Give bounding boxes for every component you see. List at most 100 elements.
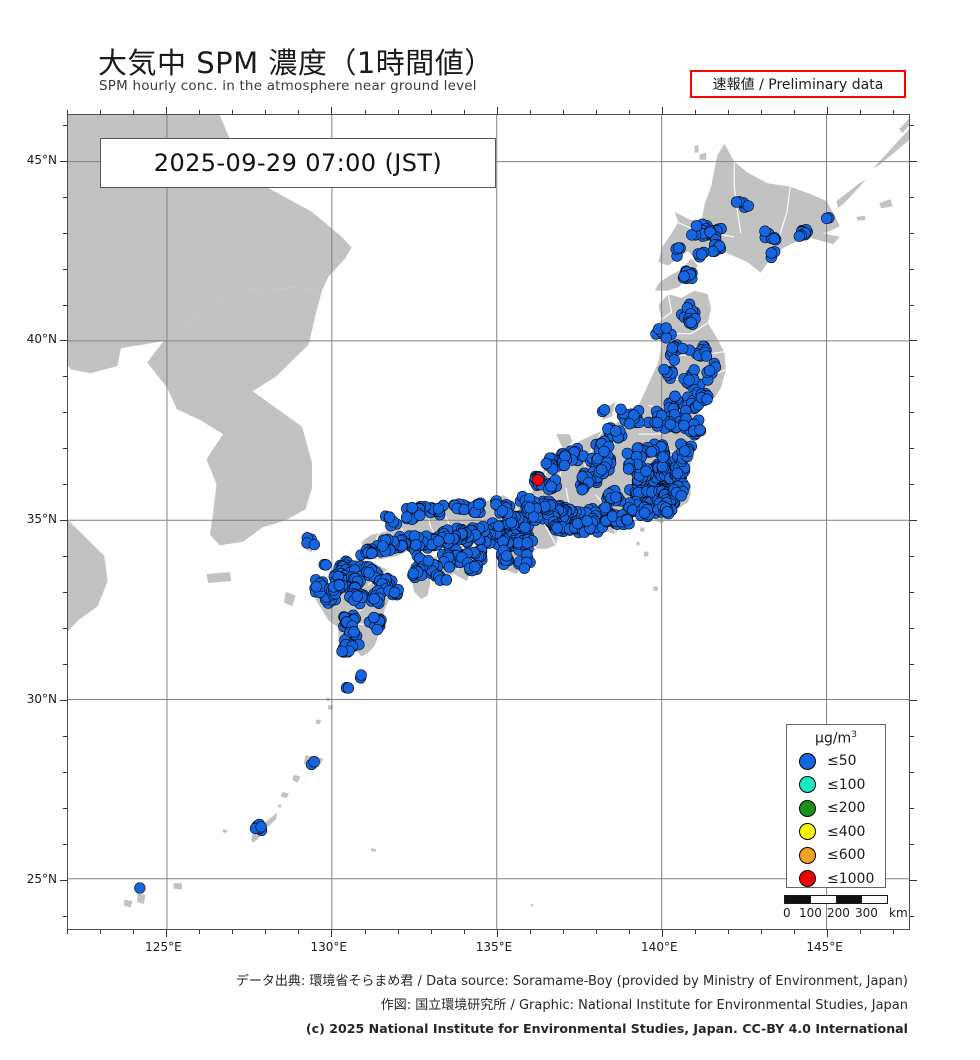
- y-tick-27: [63, 807, 67, 809]
- y-tick-right-25: [910, 879, 917, 881]
- x-tick-top-133: [430, 110, 432, 114]
- land-okinotori: [530, 903, 534, 907]
- station-marker: [688, 364, 700, 376]
- y-tick-28: [63, 771, 67, 773]
- x-tick-124: [133, 930, 135, 934]
- x-axis-label-135: 135°E: [475, 940, 513, 954]
- map-plot-area[interactable]: [67, 114, 910, 930]
- y-tick-right-41: [910, 304, 914, 306]
- legend-row-2: ≤200: [787, 797, 885, 821]
- legend-label: ≤1000: [827, 870, 875, 887]
- x-tick-142: [728, 930, 730, 934]
- y-tick-32: [63, 628, 67, 630]
- station-marker: [671, 467, 684, 479]
- y-tick-38: [63, 412, 67, 414]
- y-axis-label-45: 45°N: [26, 152, 57, 167]
- station-marker: [694, 424, 706, 436]
- station-marker: [576, 484, 588, 496]
- y-tick-29: [63, 735, 67, 737]
- x-tick-top-143: [761, 110, 763, 114]
- x-axis-label-140: 140°E: [641, 940, 678, 954]
- station-marker: [621, 514, 634, 526]
- x-tick-top-131: [364, 110, 366, 114]
- station-marker: [545, 480, 557, 493]
- y-tick-25: [60, 879, 67, 881]
- station-marker: [821, 212, 833, 225]
- land-niijima: [636, 541, 640, 546]
- station-marker: [765, 247, 777, 259]
- y-tick-right-43: [910, 232, 914, 234]
- station-marker: [342, 682, 354, 694]
- legend-label: ≤400: [827, 823, 866, 840]
- legend-panel: μg/m3 ≤50 ≤100 ≤200 ≤400 ≤600 ≤1000: [786, 724, 886, 888]
- legend-swatch-icon: [799, 823, 816, 841]
- x-tick-146: [860, 930, 862, 934]
- station-marker: [571, 517, 584, 530]
- land-kunashiri: [836, 179, 867, 209]
- station-marker: [558, 459, 570, 472]
- y-tick-right-42: [910, 268, 914, 270]
- legend-swatch-icon: [799, 799, 816, 817]
- y-tick-right-26: [910, 843, 914, 845]
- station-marker: [501, 550, 513, 562]
- landmass-layer: [68, 115, 909, 908]
- legend-label: ≤600: [827, 847, 866, 864]
- station-marker: [581, 515, 593, 527]
- x-tick-132: [397, 930, 399, 934]
- x-tick-top-136: [529, 110, 531, 114]
- station-marker: [704, 226, 716, 238]
- legend-unit-base: μg/m: [815, 730, 852, 747]
- y-axis-label-40: 40°N: [26, 332, 57, 347]
- station-marker: [443, 533, 455, 545]
- station-marker: [469, 560, 481, 573]
- x-tick-top-139: [629, 110, 630, 114]
- legend-rows: ≤50 ≤100 ≤200 ≤400 ≤600 ≤1000: [787, 750, 885, 891]
- station-marker: [348, 626, 360, 638]
- legend-label: ≤200: [827, 800, 866, 817]
- station-marker: [493, 520, 505, 532]
- station-marker: [676, 342, 689, 355]
- legend-unit-exponent: 3: [851, 730, 857, 740]
- x-tick-top-137: [562, 110, 564, 114]
- station-marker: [696, 248, 708, 260]
- station-marker: [308, 756, 320, 768]
- station-marker: [407, 567, 420, 580]
- station-marker: [496, 505, 509, 517]
- x-tick-top-132: [397, 110, 399, 114]
- land-habomai: [856, 215, 867, 221]
- x-tick-147: [893, 930, 895, 934]
- x-tick-138: [595, 930, 597, 934]
- land-jeju: [206, 572, 232, 583]
- x-axis-label-145: 145°E: [806, 940, 843, 954]
- station-marker: [759, 225, 771, 237]
- y-tick-44: [63, 196, 67, 198]
- footer-copyright: (c) 2025 National Institute for Environm…: [305, 1021, 908, 1036]
- station-marker: [666, 342, 678, 354]
- station-marker: [255, 821, 267, 833]
- station-marker: [521, 537, 533, 549]
- y-tick-36: [63, 484, 67, 486]
- y-tick-right-31: [910, 663, 914, 665]
- station-marker: [664, 418, 676, 431]
- legend-row-3: ≤400: [787, 820, 885, 844]
- station-marker: [540, 457, 552, 470]
- y-tick-right-30: [910, 699, 917, 701]
- page-subtitle: SPM hourly conc. in the atmosphere near …: [99, 78, 477, 94]
- y-axis-label-30: 30°N: [26, 691, 57, 706]
- land-urup: [899, 118, 909, 133]
- y-tick-right-24: [910, 915, 914, 917]
- station-marker: [458, 503, 470, 516]
- x-tick-137: [562, 930, 564, 934]
- land-tokara1: [327, 704, 334, 711]
- x-tick-top-123: [100, 110, 102, 114]
- x-axis-label-130: 130°E: [310, 940, 347, 954]
- station-marker: [683, 374, 695, 386]
- y-tick-right-39: [910, 376, 914, 378]
- station-marker: [701, 393, 713, 405]
- station-marker: [669, 390, 681, 402]
- station-marker: [414, 509, 426, 522]
- station-marker: [320, 559, 332, 571]
- x-tick-125: [166, 930, 168, 937]
- scale-bar-segment-2: [836, 896, 863, 903]
- station-marker: [622, 463, 635, 475]
